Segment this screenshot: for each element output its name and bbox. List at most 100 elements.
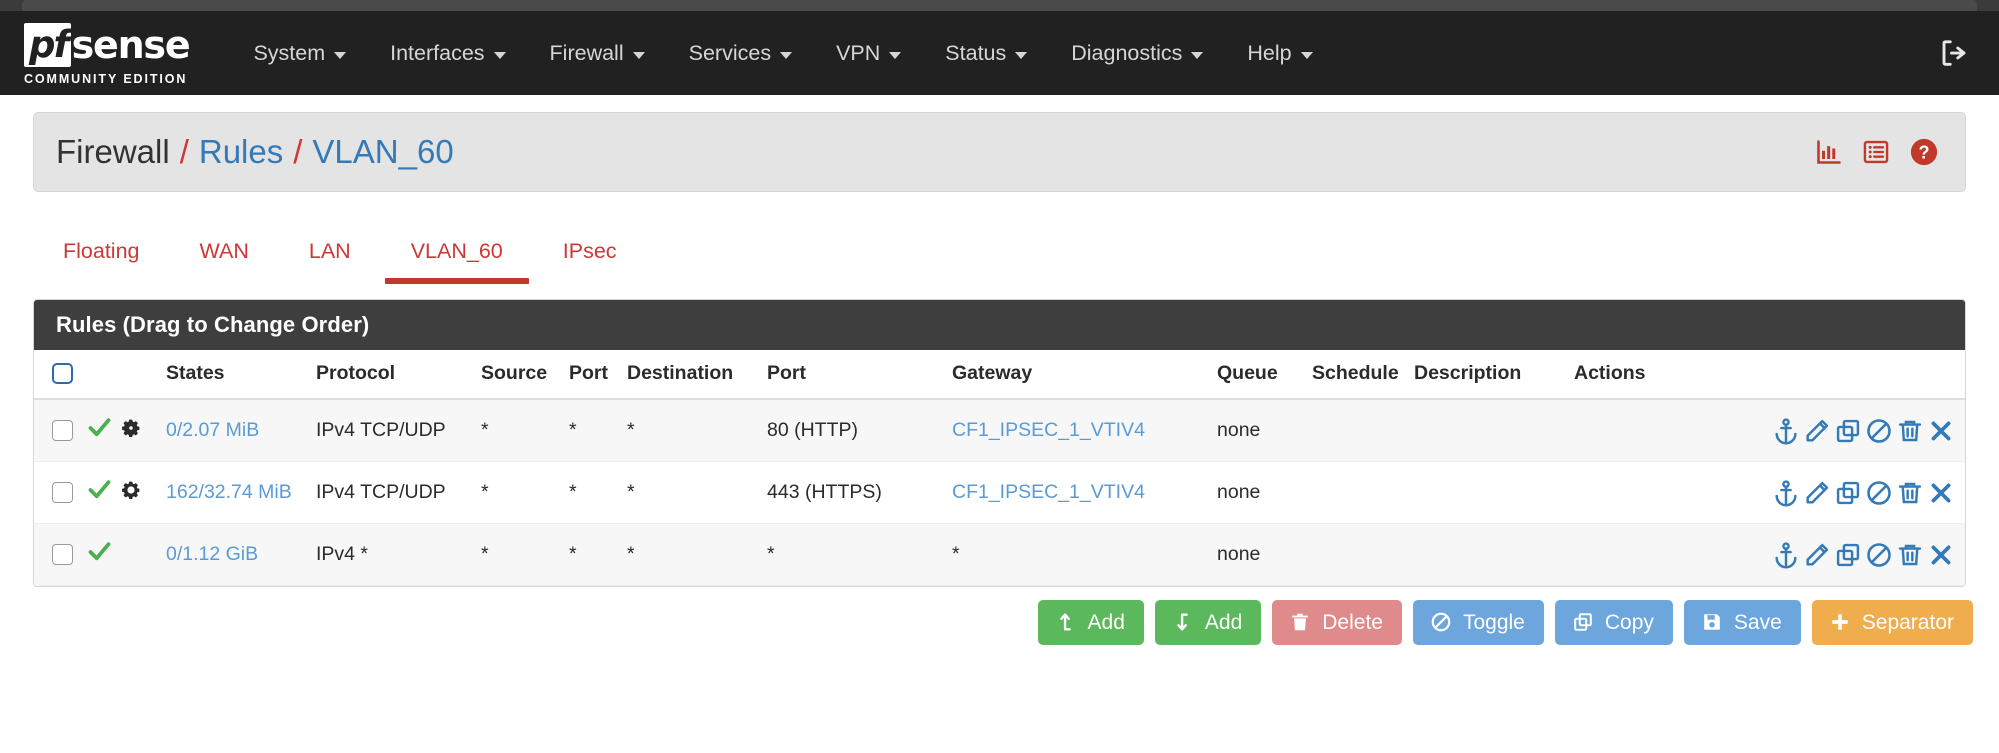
row-description [1410, 399, 1570, 462]
nav-item-help[interactable]: Help [1225, 11, 1334, 95]
nav-item-services[interactable]: Services [667, 11, 814, 95]
nav-item-vpn-label: VPN [836, 40, 881, 65]
logo-subtitle: COMMUNITY EDITION [24, 71, 188, 86]
chevron-down-icon [632, 51, 645, 59]
row-checkbox[interactable] [52, 544, 73, 566]
help-circle-icon[interactable]: ? [1909, 137, 1939, 167]
nav-item-interfaces[interactable]: Interfaces [368, 11, 527, 95]
table-row[interactable]: 0/1.12 GiB IPv4 * * * * * * none [34, 523, 1965, 586]
row-actions-cell [1570, 461, 1965, 524]
row-states-cell: 0/2.07 MiB [162, 399, 312, 462]
nav-item-diagnostics-label: Diagnostics [1071, 40, 1183, 65]
table-row[interactable]: 0/2.07 MiB IPv4 TCP/UDP * * * 80 (HTTP) … [34, 399, 1965, 462]
row-states-cell: 0/1.12 GiB [162, 523, 312, 586]
breadcrumb-current-vlan[interactable]: VLAN_60 [312, 133, 454, 170]
logout-icon[interactable] [1939, 38, 1969, 68]
anchor-icon[interactable] [1772, 479, 1800, 507]
row-select-cell [34, 523, 82, 586]
delete-trash-icon[interactable] [1896, 417, 1924, 445]
states-link[interactable]: 162/32.74 MiB [166, 481, 292, 503]
disable-block-icon[interactable] [1865, 417, 1893, 445]
add-rule-top-button[interactable]: Add [1037, 600, 1144, 645]
disable-block-icon[interactable] [1865, 541, 1893, 569]
tab-ipsec[interactable]: IPsec [533, 239, 647, 284]
arrow-up-add-icon [1055, 611, 1077, 633]
add-rule-bottom-button[interactable]: Add [1154, 600, 1262, 645]
nav-item-diagnostics[interactable]: Diagnostics [1049, 11, 1225, 95]
check-pass-icon[interactable] [86, 476, 113, 509]
delete-rules-button[interactable]: Delete [1272, 600, 1402, 645]
states-link[interactable]: 0/1.12 GiB [166, 543, 259, 565]
breadcrumb-area: Firewall / Rules / VLAN_60 [0, 95, 1999, 192]
row-schedule [1308, 461, 1410, 524]
nav-item-system-label: System [253, 40, 326, 65]
toggle-rules-button[interactable]: Toggle [1412, 600, 1544, 645]
copy-icon [1572, 611, 1594, 633]
window-top-strip [0, 0, 1999, 11]
anchor-icon[interactable] [1772, 541, 1800, 569]
tab-lan[interactable]: LAN [279, 239, 381, 284]
delete-trash-icon[interactable] [1896, 541, 1924, 569]
add-separator-button[interactable]: Separator [1811, 600, 1973, 645]
pfsense-logo[interactable]: pf sense COMMUNITY EDITION [24, 21, 191, 86]
check-pass-icon[interactable] [86, 538, 113, 571]
copy-rules-button[interactable]: Copy [1554, 600, 1673, 645]
rules-panel-title: Rules (Drag to Change Order) [34, 300, 1965, 350]
disable-block-icon[interactable] [1865, 479, 1893, 507]
nav-item-vpn[interactable]: VPN [814, 11, 923, 95]
remove-x-icon[interactable] [1927, 479, 1955, 507]
rules-panel-area: Rules (Drag to Change Order) States Prot… [0, 299, 1999, 587]
chart-bar-icon[interactable] [1815, 138, 1843, 166]
nav-item-firewall[interactable]: Firewall [528, 11, 667, 95]
header-actions: Actions [1570, 350, 1965, 400]
edit-pencil-icon[interactable] [1803, 479, 1831, 507]
row-queue: none [1213, 523, 1308, 586]
edit-pencil-icon[interactable] [1803, 541, 1831, 569]
row-checkbox[interactable] [52, 420, 73, 442]
select-all-checkbox[interactable] [52, 363, 73, 385]
table-row[interactable]: 162/32.74 MiB IPv4 TCP/UDP * * * 443 (HT… [34, 461, 1965, 524]
status-icons-header [82, 350, 162, 400]
nav-item-status[interactable]: Status [923, 11, 1049, 95]
interface-tabs: Floating WAN LAN VLAN_60 IPsec [0, 222, 1999, 284]
row-select-cell [34, 399, 82, 462]
breadcrumb-root: Firewall [56, 133, 170, 170]
row-checkbox[interactable] [52, 482, 73, 504]
gear-icon[interactable] [119, 478, 143, 508]
gateway-link[interactable]: CF1_IPSEC_1_VTIV4 [952, 419, 1145, 441]
states-link[interactable]: 0/2.07 MiB [166, 419, 260, 441]
row-protocol: IPv4 TCP/UDP [312, 461, 477, 524]
list-icon[interactable] [1862, 138, 1890, 166]
anchor-icon[interactable] [1772, 417, 1800, 445]
row-actions-cell [1570, 399, 1965, 462]
row-protocol: IPv4 * [312, 523, 477, 586]
tab-wan[interactable]: WAN [170, 239, 279, 284]
row-states-cell: 162/32.74 MiB [162, 461, 312, 524]
copy-icon[interactable] [1834, 417, 1862, 445]
row-destination: * [623, 523, 763, 586]
header-dest-port: Port [763, 350, 948, 400]
remove-x-icon[interactable] [1927, 541, 1955, 569]
header-schedule: Schedule [1308, 350, 1410, 400]
copy-icon[interactable] [1834, 541, 1862, 569]
check-pass-icon[interactable] [86, 414, 113, 447]
row-description [1410, 523, 1570, 586]
save-rules-button[interactable]: Save [1683, 600, 1801, 645]
header-destination: Destination [623, 350, 763, 400]
gateway-link[interactable]: CF1_IPSEC_1_VTIV4 [952, 481, 1145, 503]
row-actions-cell [1570, 523, 1965, 586]
remove-x-icon[interactable] [1927, 417, 1955, 445]
tab-vlan-60[interactable]: VLAN_60 [381, 239, 533, 284]
breadcrumb-link-rules[interactable]: Rules [198, 133, 284, 170]
row-gateway-cell: CF1_IPSEC_1_VTIV4 [948, 461, 1213, 524]
edit-pencil-icon[interactable] [1803, 417, 1831, 445]
tab-floating[interactable]: Floating [33, 239, 170, 284]
gear-icon[interactable] [119, 416, 143, 446]
nav-item-system[interactable]: System [231, 11, 368, 95]
row-destination: * [623, 461, 763, 524]
chevron-down-icon [1191, 51, 1204, 59]
header-port: Port [565, 350, 623, 400]
delete-trash-icon[interactable] [1896, 479, 1924, 507]
copy-icon[interactable] [1834, 479, 1862, 507]
add-rule-bottom-label: Add [1204, 610, 1243, 634]
